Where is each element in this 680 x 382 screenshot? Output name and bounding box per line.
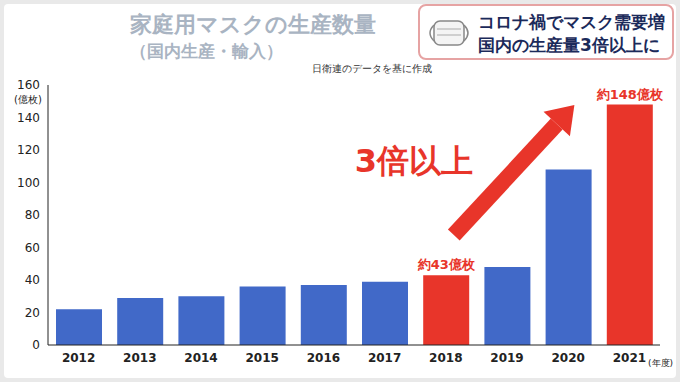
svg-text:160: 160 — [17, 78, 40, 92]
html-text:日衛連のデータを基に作成: 日衛連のデータを基に作成 — [312, 63, 432, 74]
html-text:(億枚): (億枚) — [14, 94, 42, 105]
svg-text:2020: 2020 — [551, 351, 584, 365]
html-text:国内の生産量3倍以上に: 国内の生産量3倍以上に — [478, 35, 660, 55]
svg-text:2018: 2018 — [429, 351, 462, 365]
svg-text:2012: 2012 — [62, 351, 95, 365]
svg-text:2019: 2019 — [490, 351, 523, 365]
svg-text:20: 20 — [25, 306, 40, 320]
svg-text:120: 120 — [17, 143, 40, 157]
html-text:(年度): (年度) — [648, 358, 673, 368]
svg-text:140: 140 — [17, 111, 40, 125]
svg-text:0: 0 — [32, 338, 40, 352]
svg-text:2015: 2015 — [245, 351, 278, 365]
svg-text:100: 100 — [17, 176, 40, 190]
svg-text:約43億枚: 約43億枚 — [417, 257, 476, 272]
svg-text:約148億枚: 約148億枚 — [596, 87, 664, 102]
svg-text:80: 80 — [25, 208, 40, 222]
svg-text:2013: 2013 — [123, 351, 156, 365]
svg-text:2021: 2021 — [613, 351, 646, 365]
html-text:（国内生産・輸入）: （国内生産・輸入） — [130, 41, 283, 61]
svg-text:60: 60 — [25, 241, 40, 255]
html-text:家庭用マスクの生産数量: 家庭用マスクの生産数量 — [130, 12, 376, 37]
svg-text:3倍以上: 3倍以上 — [355, 142, 473, 180]
html-text:コロナ禍でマスク需要増: コロナ禍でマスク需要増 — [478, 12, 665, 32]
svg-text:2016: 2016 — [307, 351, 340, 365]
svg-text:2014: 2014 — [184, 351, 217, 365]
svg-text:2017: 2017 — [368, 351, 401, 365]
svg-text:40: 40 — [25, 273, 40, 287]
